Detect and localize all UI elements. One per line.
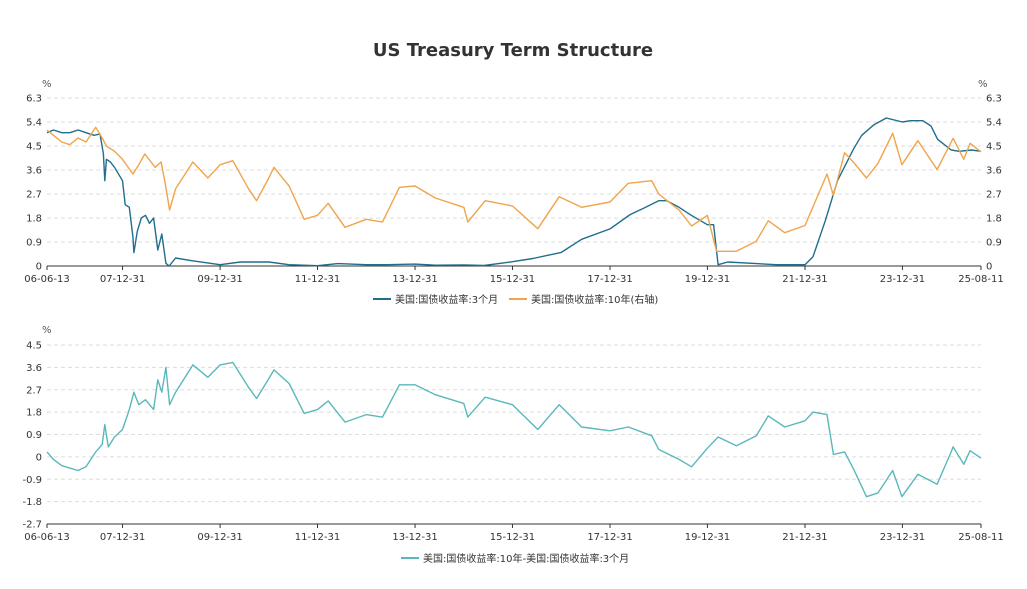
bottom-chart: -2.7 -1.8 -0.9 0 0.9 1.8 2.7 3.6 4.5 06-06-13 07-…	[22, 325, 1003, 565]
top-x-tick-label: 09-12-31	[197, 274, 242, 285]
top-series-lines	[46, 117, 982, 267]
top-y-tick-label-right: 5.4	[986, 118, 1002, 129]
bottom-y-unit-left: %	[42, 325, 52, 336]
bottom-x-tick-label: 19-12-31	[685, 532, 730, 543]
bottom-x-tick-label: 07-12-31	[100, 532, 145, 543]
top-x-tick-label: 07-12-31	[100, 274, 145, 285]
top-y-tick-label-right: 6.3	[986, 94, 1002, 105]
top-x-tick-label: 17-12-31	[587, 274, 632, 285]
bottom-y-tick-label: 1.8	[26, 408, 42, 419]
bottom-x-tick-label: 15-12-31	[490, 532, 535, 543]
top-y-tick-label: 1.8	[26, 214, 42, 225]
top-y-tick-label-right: 0	[986, 262, 992, 273]
bottom-y-tick-label: 2.7	[26, 385, 42, 396]
bottom-x-tick-label: 23-12-31	[880, 532, 925, 543]
bottom-x-tick-label: 09-12-31	[197, 532, 242, 543]
top-y-tick-label: 6.3	[26, 94, 42, 105]
top-x-tick-label: 15-12-31	[490, 274, 535, 285]
bottom-legend[interactable]: 美国:国债收益率:10年-美国:国债收益率:3个月	[401, 552, 629, 565]
top-chart: 0 0.9 1.8 2.7 3.6 4.5 5.4 6.3 0 0.9 1.8 2.7 3.6 4.5 5…	[24, 79, 1003, 306]
top-y-tick-label: 4.5	[26, 142, 42, 153]
legend-item-3m-yield[interactable]: 美国:国债收益率:3个月	[373, 293, 498, 306]
top-y-tick-label: 2.7	[26, 190, 42, 201]
top-y-axis-left: 0 0.9 1.8 2.7 3.6 4.5 5.4 6.3	[26, 94, 42, 273]
bottom-x-tick-label: 13-12-31	[392, 532, 437, 543]
bottom-y-tick-label: 3.6	[26, 363, 42, 374]
bottom-y-tick-label: -1.8	[22, 497, 42, 508]
top-y-unit-right: %	[978, 79, 988, 90]
top-x-tick-label: 11-12-31	[295, 274, 340, 285]
top-x-tick-label: 06-06-13	[24, 274, 69, 285]
bottom-y-tick-label: -0.9	[22, 475, 42, 486]
top-gridlines	[47, 97, 981, 243]
legend-item-10y-yield[interactable]: 美国:国债收益率:10年(右轴)	[509, 293, 658, 306]
top-x-axis-ticks: 06-06-13 07-12-31 09-12-31 11-12-31 13-12-31…	[24, 266, 1004, 285]
top-y-axis-right: 0 0.9 1.8 2.7 3.6 4.5 5.4 6.3	[986, 94, 1002, 273]
legend-label-spread: 美国:国债收益率:10年-美国:国债收益率:3个月	[423, 552, 629, 565]
legend-label-3m-yield: 美国:国债收益率:3个月	[395, 293, 498, 306]
top-y-tick-label-right: 3.6	[986, 166, 1002, 177]
bottom-series-line-0	[46, 361, 982, 498]
top-x-tick-label: 19-12-31	[685, 274, 730, 285]
top-series-line-1	[46, 126, 982, 253]
top-y-tick-label-right: 4.5	[986, 142, 1002, 153]
legend-item-spread[interactable]: 美国:国债收益率:10年-美国:国债收益率:3个月	[401, 552, 629, 565]
top-y-tick-label-right: 0.9	[986, 238, 1002, 249]
top-y-tick-label: 3.6	[26, 166, 42, 177]
bottom-x-tick-label: 21-12-31	[782, 532, 827, 543]
bottom-gridlines	[47, 344, 981, 503]
bottom-y-axis-left: -2.7 -1.8 -0.9 0 0.9 1.8 2.7 3.6 4.5	[22, 341, 42, 531]
bottom-series-lines	[46, 361, 982, 498]
top-y-tick-label-right: 1.8	[986, 214, 1002, 225]
top-x-tick-label: 13-12-31	[392, 274, 437, 285]
bottom-x-tick-label: 17-12-31	[587, 532, 632, 543]
chart-title: US Treasury Term Structure	[373, 40, 653, 61]
top-y-unit-left: %	[42, 79, 52, 90]
top-y-tick-label: 5.4	[26, 118, 42, 129]
top-legend[interactable]: 美国:国债收益率:3个月 美国:国债收益率:10年(右轴)	[373, 293, 658, 306]
top-x-tick-label: 23-12-31	[880, 274, 925, 285]
bottom-x-tick-label: 06-06-13	[24, 532, 69, 543]
bottom-x-tick-label: 11-12-31	[295, 532, 340, 543]
top-y-tick-label: 0	[36, 262, 42, 273]
legend-label-10y-yield: 美国:国债收益率:10年(右轴)	[531, 293, 658, 306]
top-x-tick-label: 25-08-11	[958, 274, 1003, 285]
bottom-x-axis-ticks: 06-06-13 07-12-31 09-12-31 11-12-31 13-12-31…	[24, 524, 1004, 543]
top-x-tick-label: 21-12-31	[782, 274, 827, 285]
top-series-line-0	[46, 117, 982, 267]
top-y-tick-label-right: 2.7	[986, 190, 1002, 201]
top-y-tick-label: 0.9	[26, 238, 42, 249]
bottom-y-tick-label: -2.7	[22, 520, 42, 531]
bottom-y-tick-label: 4.5	[26, 341, 42, 352]
bottom-y-tick-label: 0.9	[26, 430, 42, 441]
bottom-x-tick-label: 25-08-11	[958, 532, 1003, 543]
bottom-y-tick-label: 0	[36, 452, 42, 463]
